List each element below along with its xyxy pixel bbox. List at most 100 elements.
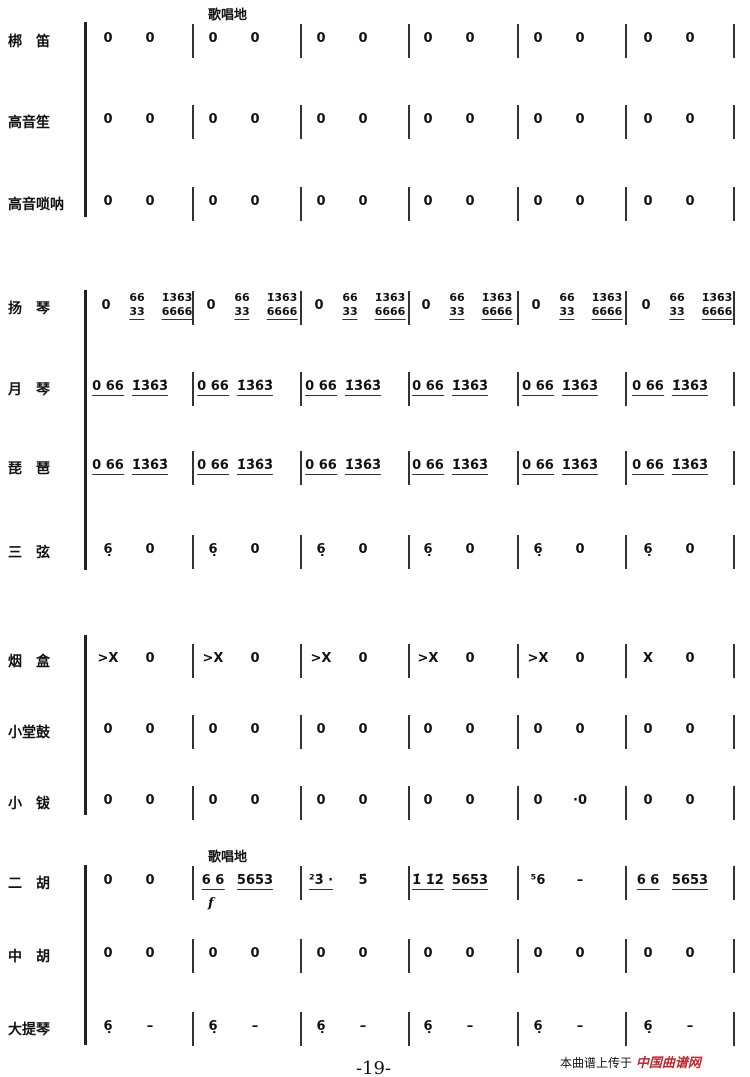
barline <box>517 105 519 139</box>
note: 1̇3̇6̇3̇ <box>131 458 169 475</box>
note: 1̇3̇6̇3̇ <box>671 458 709 475</box>
note: 0 <box>575 31 585 46</box>
note: 1̇3̇6̇3̇ <box>451 458 489 475</box>
note: 1̇3̇6̇3̇ 6666 <box>266 291 298 320</box>
note: >X <box>202 651 224 666</box>
note: 66 33 <box>669 291 685 320</box>
note-lower: 6666 <box>266 305 298 320</box>
barline <box>733 372 735 406</box>
note: – <box>466 1019 474 1034</box>
note: 0 <box>358 31 368 46</box>
note: 1̇3̇6̇3̇ <box>561 458 599 475</box>
note: 0 <box>206 298 216 313</box>
note: 0 <box>643 946 653 961</box>
note: 0 <box>643 722 653 737</box>
barline <box>625 786 627 820</box>
note: 0 <box>575 946 585 961</box>
note: 1̇3̇6̇3̇ <box>344 458 382 475</box>
note: 0 <box>250 542 260 557</box>
note: 1̇ 1̇2̇ <box>412 873 444 890</box>
note: – <box>359 1019 367 1034</box>
note: 66 33 <box>449 291 465 320</box>
note: 0 <box>685 31 695 46</box>
note: 1̇3̇6̇3̇ <box>671 379 709 396</box>
note-lower: 33 <box>449 305 465 320</box>
note: 6̣ <box>423 1019 433 1034</box>
note: 5̇ <box>358 873 368 888</box>
instrument-label: 高音笙 <box>8 115 50 131</box>
note: 0 <box>643 194 653 209</box>
note: 0 <box>316 722 326 737</box>
note: 0 <box>358 542 368 557</box>
note: 0 <box>358 946 368 961</box>
tempo-marking-top: 歌唱地 <box>208 8 248 23</box>
barline <box>517 187 519 221</box>
barline <box>300 1012 302 1046</box>
note: 0 <box>465 194 475 209</box>
instrument-label: 小 钹 <box>8 796 50 812</box>
barline <box>733 1012 735 1046</box>
note: – <box>576 1019 584 1034</box>
barline <box>625 451 627 485</box>
watermark: 本曲谱上传于 中国曲谱网 <box>560 1052 701 1071</box>
note: 0 <box>423 194 433 209</box>
barline <box>625 866 627 900</box>
note: 0 <box>316 194 326 209</box>
watermark-text: 本曲谱上传于 <box>560 1056 633 1070</box>
note: 0 <box>316 31 326 46</box>
note: 1̇3̇6̇3̇ <box>236 458 274 475</box>
note: X <box>642 651 654 666</box>
note: 0 <box>358 793 368 808</box>
note: >X <box>310 651 332 666</box>
barline <box>517 291 519 325</box>
barline <box>517 715 519 749</box>
page-number: -19- <box>356 1058 392 1077</box>
note: 6̣ <box>208 1019 218 1034</box>
note-lower: 33 <box>129 305 145 320</box>
note: 1̇3̇6̇3̇ <box>344 379 382 396</box>
note: 0 <box>423 112 433 127</box>
barline <box>192 644 194 678</box>
note: 0 66 <box>632 379 664 396</box>
note: 0 66 <box>197 379 229 396</box>
note: 0 <box>685 651 695 666</box>
note: 0 <box>465 946 475 961</box>
note: 0 <box>685 722 695 737</box>
note: 1̇3̇6̇3̇ 6666 <box>161 291 193 320</box>
note: 5653 <box>671 873 709 890</box>
note: 0 <box>103 722 113 737</box>
note: 0 <box>208 793 218 808</box>
barline <box>625 372 627 406</box>
note: 0 66 <box>197 458 229 475</box>
note: 0 <box>533 194 543 209</box>
note: 0 <box>643 31 653 46</box>
barline <box>300 24 302 58</box>
instrument-label: 高音唢呐 <box>8 197 64 213</box>
note: 6̣ <box>103 542 113 557</box>
note: 0 <box>145 194 155 209</box>
note-upper: 66 <box>559 291 575 304</box>
barline <box>517 535 519 569</box>
note-lower: 33 <box>669 305 685 320</box>
barline <box>408 187 410 221</box>
note-upper: 66 <box>129 291 145 304</box>
brace-plucked <box>84 290 87 570</box>
barline <box>625 644 627 678</box>
note: ⁵6 <box>530 873 546 888</box>
note: 0 <box>250 946 260 961</box>
note: 0 <box>250 793 260 808</box>
note: 0 <box>531 298 541 313</box>
note: 0 <box>643 793 653 808</box>
barline <box>733 187 735 221</box>
note: 0 <box>465 542 475 557</box>
note: 0 66 <box>632 458 664 475</box>
note-upper: 66 <box>669 291 685 304</box>
note: 0 <box>208 722 218 737</box>
note: 0 <box>250 31 260 46</box>
note: >X <box>97 651 119 666</box>
note-upper: 1̇3̇6̇3̇ <box>481 291 513 304</box>
barline <box>733 24 735 58</box>
note: 6 6 <box>201 873 225 890</box>
note: 0 66 <box>92 458 124 475</box>
note: ²3̇ · <box>308 873 334 890</box>
